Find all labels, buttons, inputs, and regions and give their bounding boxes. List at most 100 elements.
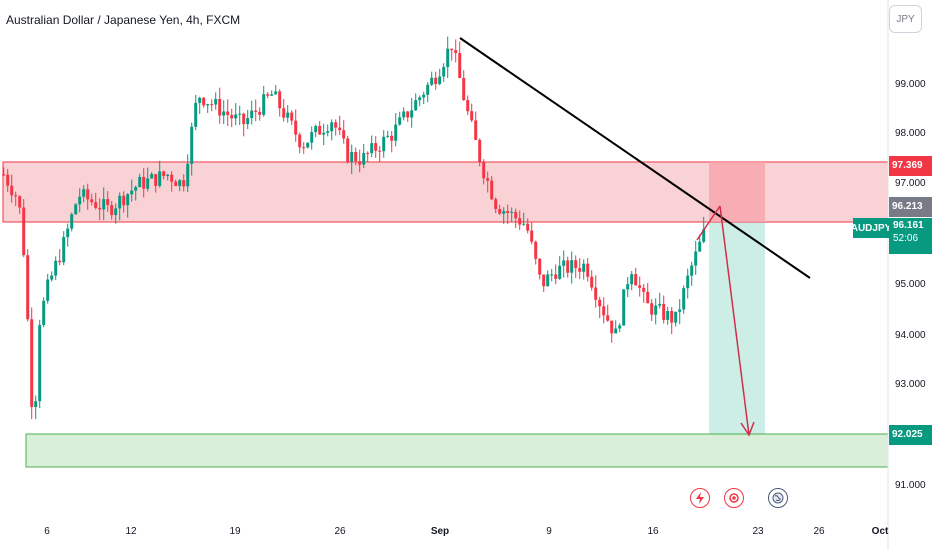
candle-body <box>698 241 702 252</box>
short-target-zone <box>709 222 765 435</box>
candle-body <box>582 263 586 272</box>
candle-body <box>262 94 266 115</box>
candle-body <box>202 97 206 106</box>
candle-body <box>50 275 54 280</box>
short-stop-zone <box>709 162 765 222</box>
candle-body <box>318 125 322 135</box>
bar-countdown: 52:06 <box>893 233 919 244</box>
currency-button[interactable]: JPY <box>889 5 922 33</box>
zone-bottom-price-tag: 96.213 <box>889 197 932 217</box>
candle-body <box>558 265 562 279</box>
candle-body <box>514 211 518 219</box>
candle-body <box>354 151 358 162</box>
candle-body <box>122 195 126 206</box>
candle-body <box>46 279 50 301</box>
candle-body <box>170 174 174 182</box>
candle-body <box>134 187 138 191</box>
candle-body <box>182 180 186 187</box>
candle-body <box>662 303 666 320</box>
candle-body <box>690 265 694 276</box>
price-tick: 94.000 <box>895 330 926 341</box>
candle-body <box>530 230 534 242</box>
record-icon[interactable] <box>724 488 744 508</box>
candle-body <box>658 303 662 306</box>
candle-body <box>258 111 262 115</box>
candle-body <box>694 251 698 266</box>
candle-body <box>570 260 574 273</box>
lightning-icon[interactable] <box>690 488 710 508</box>
candle-body <box>666 310 670 320</box>
candle-body <box>146 178 150 189</box>
candle-body <box>106 199 110 206</box>
candle-body <box>630 274 634 285</box>
candle-body <box>654 305 658 315</box>
candle-body <box>610 320 614 334</box>
candle-body <box>226 111 230 115</box>
candle-body <box>390 135 394 141</box>
trendline[interactable] <box>459 37 811 279</box>
candle-body <box>370 143 374 154</box>
candles-group <box>2 36 706 420</box>
candle-body <box>634 274 638 286</box>
target-price-tag: 92.025 <box>889 425 932 445</box>
candle-body <box>410 110 414 118</box>
price-tick: 98.000 <box>895 128 926 139</box>
candle-body <box>422 94 426 98</box>
candle-body <box>474 120 478 140</box>
candle-body <box>586 263 590 277</box>
price-tick: 95.000 <box>895 279 926 290</box>
candle-body <box>158 171 162 186</box>
candle-body <box>222 111 226 116</box>
candle-body <box>70 214 74 229</box>
candle-body <box>578 268 582 272</box>
candle-body <box>186 163 190 187</box>
globe-icon[interactable] <box>768 488 788 508</box>
candle-body <box>406 111 410 118</box>
candle-body <box>386 135 390 137</box>
candle-body <box>506 211 510 213</box>
candle-body <box>274 91 278 95</box>
candle-body <box>674 311 678 323</box>
candle-body <box>650 303 654 315</box>
candle-body <box>26 255 30 320</box>
candle-body <box>490 180 494 200</box>
candle-body <box>22 207 26 256</box>
candle-body <box>418 97 422 101</box>
price-tick: 91.000 <box>895 480 926 491</box>
candle-body <box>702 229 706 242</box>
candle-body <box>682 288 686 310</box>
price-tick: 93.000 <box>895 379 926 390</box>
candle-body <box>606 315 610 321</box>
candle-body <box>230 114 234 119</box>
candle-body <box>98 207 102 210</box>
candle-body <box>294 120 298 135</box>
candle-body <box>542 274 546 287</box>
candle-body <box>270 94 274 96</box>
candle-body <box>190 126 194 164</box>
candle-body <box>78 196 82 205</box>
candle-body <box>66 228 70 238</box>
candle-body <box>130 190 134 195</box>
time-tick: 23 <box>752 526 764 537</box>
candle-body <box>574 260 578 269</box>
time-tick: 19 <box>229 526 241 537</box>
candle-body <box>58 260 62 263</box>
candle-body <box>118 195 122 209</box>
candle-body <box>486 178 490 181</box>
candle-body <box>518 218 522 225</box>
candle-body <box>534 241 538 259</box>
candle-body <box>314 125 318 133</box>
candle-body <box>110 205 114 216</box>
candle-body <box>670 310 674 323</box>
candle-body <box>526 223 530 231</box>
candle-body <box>442 66 446 77</box>
candle-body <box>550 274 554 276</box>
candle-body <box>398 117 402 125</box>
candle-body <box>166 174 170 176</box>
candle-body <box>466 100 470 112</box>
candle-body <box>602 306 606 316</box>
candle-body <box>678 309 682 312</box>
candle-body <box>266 94 270 96</box>
support-zone[interactable] <box>25 433 889 468</box>
